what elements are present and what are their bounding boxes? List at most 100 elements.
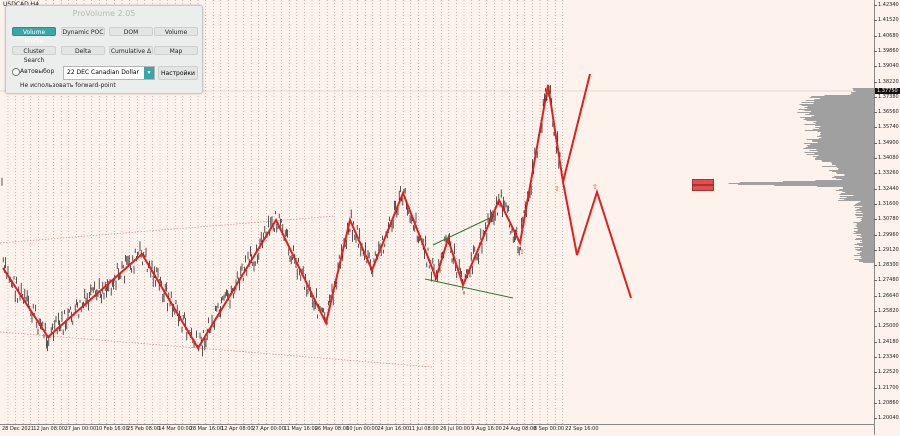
profile-bar xyxy=(814,153,874,154)
profile-bar xyxy=(861,258,874,259)
time-axis[interactable]: 28 Dec 2021 12 Jan 08:00 27 Jan 00:00 10 Fe… xyxy=(0,424,874,436)
profile-bar xyxy=(839,196,874,197)
up-arrow-icon: ⇧ xyxy=(519,248,525,256)
profile-bar xyxy=(860,221,874,222)
profile-bar xyxy=(857,229,874,230)
instrument-select[interactable]: 22 DEC Canadian Dollar ▾ xyxy=(63,66,155,80)
profile-bar xyxy=(854,244,874,245)
profile-bar xyxy=(859,254,874,255)
dynamic-poc-button[interactable]: Dynamic POC xyxy=(61,27,105,36)
delta-button[interactable]: Delta xyxy=(61,46,105,55)
profile-bar xyxy=(806,120,874,121)
time-tick-label: 25 Feb 08:00 xyxy=(127,426,160,432)
dom-button[interactable]: DOM xyxy=(109,27,153,36)
profile-bar xyxy=(851,93,874,94)
profile-bar xyxy=(820,133,874,134)
profile-bar xyxy=(822,161,874,162)
profile-bar xyxy=(860,219,874,220)
price-axis[interactable]: 1.42340 1.41520 1.40680 1.39860 1.39040 1.382… xyxy=(874,0,900,435)
profile-bar xyxy=(861,218,874,219)
time-tick-label: 27 Jan 00:00 xyxy=(64,426,97,432)
profile-bar xyxy=(816,157,874,158)
profile-bar xyxy=(806,139,874,140)
profile-bar xyxy=(774,185,874,186)
cluster-search-button[interactable]: Cluster Search xyxy=(12,46,56,64)
profile-bar xyxy=(836,167,874,168)
profile-bar xyxy=(814,99,874,100)
time-tick-label: 8 Sep 00:00 xyxy=(533,426,565,432)
up-arrow-icon: ⇧ xyxy=(554,185,560,193)
time-tick-label: 14 Mar 00:00 xyxy=(158,426,192,432)
profile-bar xyxy=(815,158,874,159)
profile-bar xyxy=(854,239,874,240)
profile-bar xyxy=(856,226,874,227)
profile-bar xyxy=(861,240,874,241)
volume-button[interactable]: Volume xyxy=(154,27,198,36)
profile-bar xyxy=(814,115,874,116)
price-tick-label: 1.29960 xyxy=(874,231,899,238)
profile-bar xyxy=(862,216,874,217)
time-tick-label: 27 Apr 00:00 xyxy=(252,426,285,432)
time-tick-label: 10 Feb 16:00 xyxy=(95,426,129,432)
wedge-upper-line xyxy=(432,215,495,246)
profile-bar xyxy=(810,144,874,145)
profile-bar xyxy=(859,208,874,209)
profile-bar xyxy=(817,186,874,187)
time-tick-label: 12 Apr 08:00 xyxy=(221,426,254,432)
price-tick-label: 1.36560 xyxy=(874,109,899,116)
profile-bar xyxy=(839,198,874,199)
settings-button[interactable]: Настройки xyxy=(158,66,198,80)
profile-bar xyxy=(861,237,874,238)
profile-bar xyxy=(801,102,874,103)
price-tick-label: 1.42340 xyxy=(874,2,899,8)
price-tick-label: 1.21700 xyxy=(874,384,899,391)
profile-bar xyxy=(853,255,874,256)
profile-bar xyxy=(812,156,874,157)
profile-bar xyxy=(856,209,874,210)
profile-bar xyxy=(835,165,874,166)
profile-bar xyxy=(811,111,874,112)
profile-bar xyxy=(850,94,874,95)
profile-bar xyxy=(862,206,874,207)
profile-bar xyxy=(841,179,874,180)
price-tick-label: 1.34080 xyxy=(874,155,899,161)
profile-bar xyxy=(855,232,874,233)
profile-bar xyxy=(839,194,874,195)
volume-profile-button[interactable]: Volume Profile xyxy=(12,27,56,45)
instrument-value: 22 DEC Canadian Dollar xyxy=(67,69,140,76)
profile-bar xyxy=(861,256,874,257)
profile-bar xyxy=(855,214,874,215)
price-tick-label: 1.35740 xyxy=(874,124,899,131)
zigzag-line xyxy=(2,73,591,350)
price-tick-label: 1.38220 xyxy=(874,78,899,85)
profile-bar xyxy=(844,199,874,200)
profile-bar xyxy=(859,261,874,262)
time-tick-label: 28 Dec 2021 xyxy=(2,426,34,432)
profile-bar xyxy=(842,187,874,188)
profile-bar xyxy=(854,247,874,248)
profile-bar xyxy=(842,191,874,192)
price-tick-label: 1.27480 xyxy=(874,277,899,284)
profile-bar xyxy=(813,103,874,104)
profile-bar xyxy=(817,142,874,143)
time-tick-label: 24 Jun 16:00 xyxy=(377,426,410,432)
profile-bar xyxy=(855,215,874,216)
profile-bar xyxy=(853,89,874,90)
cumulative-delta-button[interactable]: Cumulative Δ xyxy=(109,46,153,55)
profile-bar xyxy=(860,201,874,202)
price-tick-label: 1.22520 xyxy=(874,369,899,376)
chevron-down-icon[interactable]: ▾ xyxy=(144,67,154,79)
profile-bar xyxy=(855,91,874,92)
price-tick-label: 1.24180 xyxy=(874,338,899,345)
profile-bar xyxy=(852,88,874,89)
profile-bar xyxy=(816,121,874,122)
profile-bar xyxy=(846,197,874,198)
time-tick-label: 11 Jul 08:00 xyxy=(408,426,439,432)
profile-bar xyxy=(831,162,874,163)
profile-bar xyxy=(857,243,874,244)
map-button[interactable]: Map xyxy=(154,46,198,55)
up-arrow-icon: ⇧ xyxy=(592,183,598,191)
profile-bar xyxy=(815,125,874,126)
autoselect-radio[interactable] xyxy=(12,68,20,76)
